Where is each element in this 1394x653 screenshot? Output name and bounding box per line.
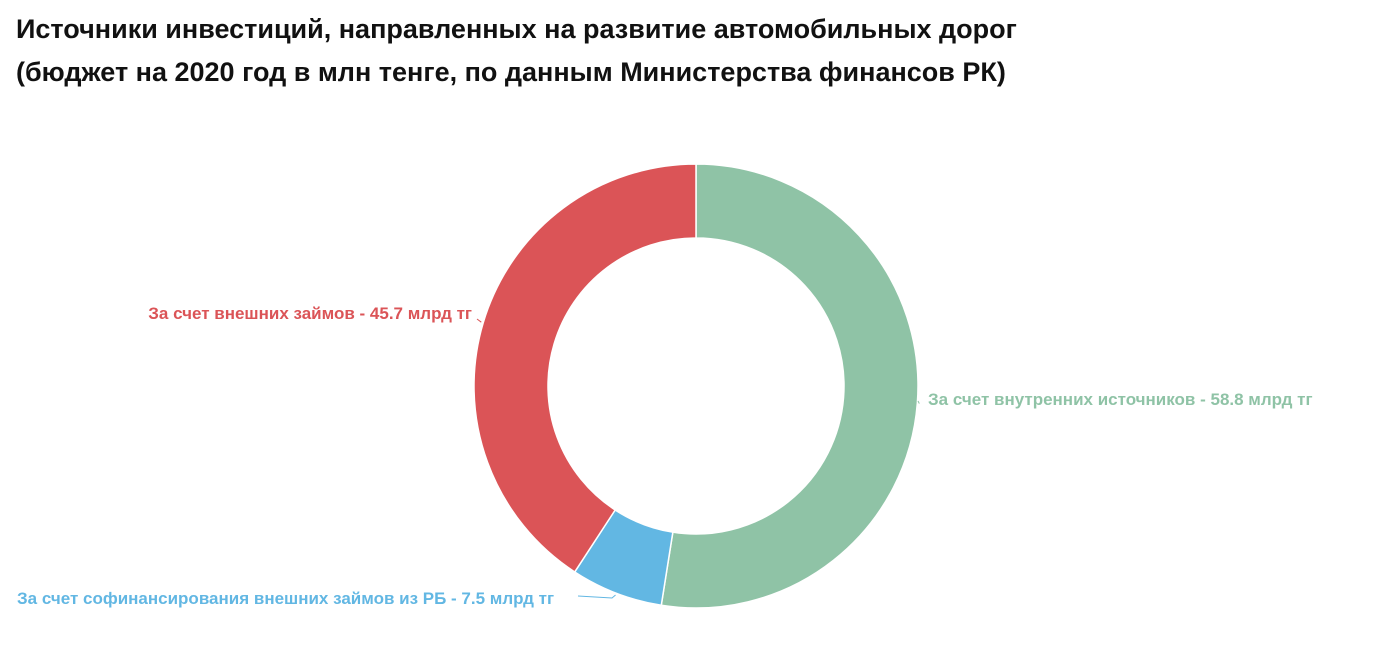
slice-0[interactable] bbox=[660, 163, 919, 609]
labels-group: За счет внутренних источников - 58.8 млр… bbox=[17, 304, 1313, 608]
slice-label-2: За счет внешних займов - 45.7 млрд тг bbox=[148, 304, 472, 323]
slice-label-1: За счет софинансирования внешних займов … bbox=[17, 589, 554, 608]
connector-0 bbox=[917, 400, 920, 404]
slices-group bbox=[473, 163, 919, 609]
slice-label-0: За счет внутренних источников - 58.8 млр… bbox=[928, 390, 1313, 409]
connector-2 bbox=[476, 318, 482, 323]
connector-1 bbox=[577, 594, 616, 599]
chart-title: Источники инвестиций, направленных на ра… bbox=[16, 8, 1017, 94]
chart-subtitle: (бюджет на 2020 год в млн тенге, по данн… bbox=[16, 57, 1006, 87]
slice-2[interactable] bbox=[473, 163, 697, 573]
chart-title-line: Источники инвестиций, направленных на ра… bbox=[16, 14, 1017, 44]
